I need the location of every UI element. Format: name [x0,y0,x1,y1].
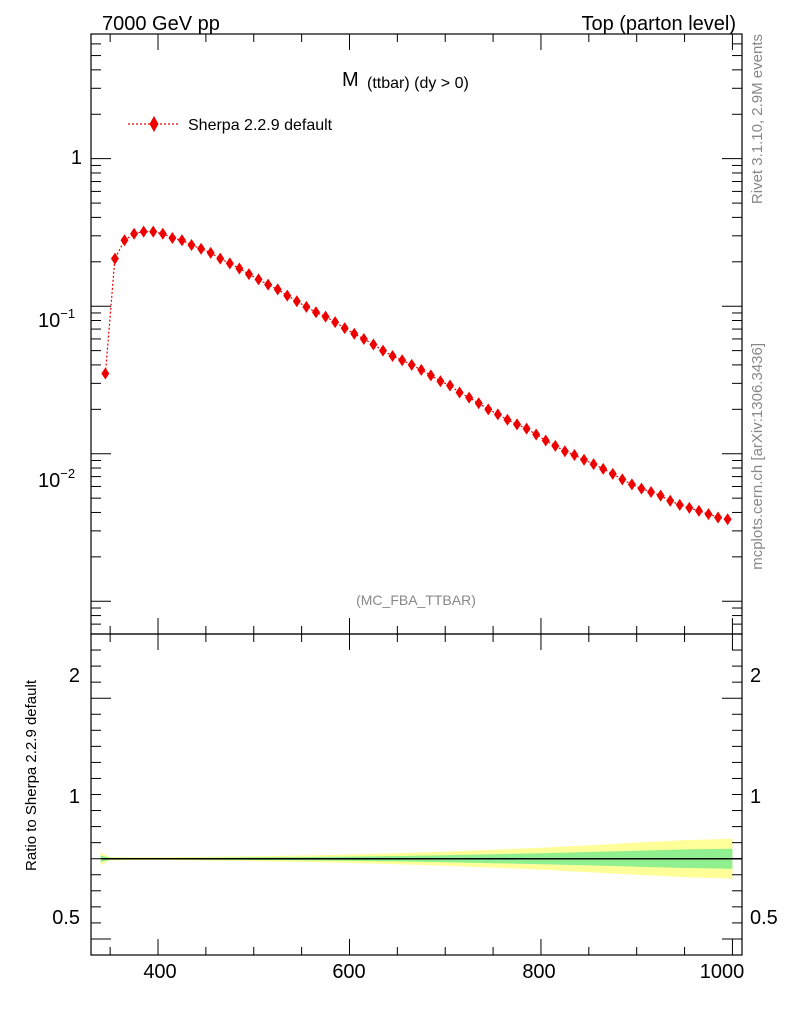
chart-title-main: M [342,69,359,91]
data-point [503,413,512,426]
data-point [168,231,177,244]
ratio-ylabel: Ratio to Sherpa 2.2.9 default [23,679,40,871]
ratio-tick-label-right-0.5: 0.5 [750,907,778,929]
data-point [541,434,550,447]
data-point [120,234,129,247]
data-point [225,257,234,270]
data-point [513,418,522,431]
data-point [656,489,665,502]
data-point [331,316,340,329]
ratio-tick-label-2: 2 [69,665,80,687]
data-point [158,227,167,240]
watermark: (MC_FBA_TTBAR) [356,592,476,608]
data-point [378,344,387,357]
data-point [532,428,541,441]
data-point [647,486,656,499]
data-point [675,498,684,511]
data-point [551,439,560,452]
header-left: 7000 GeV pp [102,13,220,35]
data-point [350,327,359,340]
data-point [139,225,148,238]
data-point [369,338,378,351]
data-point [110,252,119,265]
data-point [474,397,483,410]
series-line [104,231,728,520]
rivet-label: Rivet 3.1.10, 2.9M events [749,34,766,204]
data-point [340,322,349,335]
data-point [608,467,617,480]
data-point [446,379,455,392]
x-tick-label-800: 800 [522,961,555,983]
axis-ticks [91,33,742,955]
data-point [589,458,598,471]
data-point [244,268,253,281]
data-point [560,445,569,458]
data-point [455,386,464,399]
data-point [599,462,608,475]
data-point [398,354,407,367]
data-point [235,262,244,275]
data-point [264,278,273,291]
data-point [187,238,196,251]
data-point [417,363,426,376]
data-point [580,453,589,466]
ratio-tick-label-1: 1 [69,786,80,808]
x-tick-label-600: 600 [332,961,365,983]
data-point [436,375,445,388]
data-point [570,449,579,462]
x-tick-label-400: 400 [143,961,176,983]
data-point [216,252,225,265]
ratio-plot-frame [90,633,743,956]
data-point [627,478,636,491]
data-point [522,422,531,435]
data-point [666,494,675,507]
data-point [426,369,435,382]
data-point [493,408,502,421]
data-point [618,473,627,486]
data-point [197,242,206,255]
data-point [206,246,215,259]
data-point [254,273,263,286]
data-point [714,511,723,524]
data-point [407,358,416,371]
legend-marker [149,116,159,132]
data-point [273,283,282,296]
data-point [311,306,320,319]
data-point [283,289,292,302]
ratio-tick-label-0.5: 0.5 [52,907,80,929]
series-sherpa [101,225,732,526]
data-point [359,332,368,345]
x-tick-label-1000: 1000 [700,961,745,983]
y-tick-label-1: 1 [71,147,82,169]
data-point [704,508,713,521]
data-point [637,482,646,495]
data-point [694,504,703,517]
data-point [101,367,110,380]
legend: Sherpa 2.2.9 default [128,116,333,134]
legend-label: Sherpa 2.2.9 default [188,117,333,134]
data-point [685,501,694,514]
y-tick-label-0.1: 10−1 [38,306,75,332]
chart-title-sub: (ttbar) (dy > 0) [367,75,469,92]
header-right: Top (parton level) [581,13,736,35]
data-point [130,227,139,240]
data-point [388,349,397,362]
data-point [292,295,301,308]
data-point [465,391,474,404]
data-point [177,234,186,247]
data-point [321,310,330,323]
ratio-tick-label-right-1: 1 [750,786,761,808]
data-point [723,513,732,526]
data-point [484,403,493,416]
ratio-tick-label-right-2: 2 [750,665,761,687]
mcplots-label: mcplots.cern.ch [arXiv:1306.3436] [749,343,766,570]
y-tick-label-0.01: 10−2 [38,466,75,492]
data-point [302,300,311,313]
data-point [149,225,158,238]
